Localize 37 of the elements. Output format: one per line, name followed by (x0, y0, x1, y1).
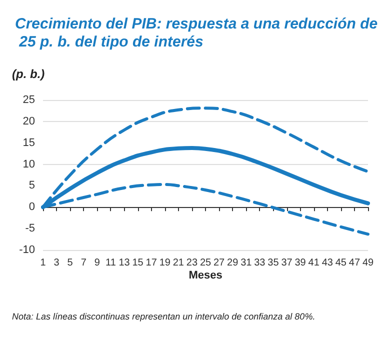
x-tick-label: 17 (146, 258, 158, 268)
x-tick-label: 35 (268, 258, 280, 268)
x-tick-label: 13 (118, 258, 130, 268)
x-tick-label: 21 (172, 258, 184, 268)
x-tick-label: 29 (227, 258, 239, 268)
x-tick-label: 25 (200, 258, 212, 268)
x-tick-label: 39 (294, 258, 306, 268)
y-tick-label: 5 (28, 180, 35, 192)
y-tick-label: 20 (22, 115, 35, 128)
y-tick-label: 25 (22, 94, 35, 106)
x-tick-label: 19 (159, 258, 171, 268)
x-tick-label: 49 (362, 258, 374, 268)
x-tick-label: 43 (322, 258, 334, 268)
x-tick-label: 33 (254, 258, 266, 268)
x-tick-label: 3 (54, 258, 60, 268)
x-tick-label: 37 (281, 258, 293, 268)
x-tick-label: 23 (186, 258, 198, 268)
chart-title: Crecimiento del PIB: respuesta a una reducción de 25 p. b. del tipo de interés (15, 16, 378, 50)
x-tick-label: 41 (308, 258, 320, 268)
x-tick-label: 1 (40, 258, 46, 268)
y-tick-label: -5 (25, 222, 35, 235)
x-tick-label: 27 (213, 258, 226, 268)
x-tick-label: 47 (348, 258, 360, 268)
x-tick-label: 7 (80, 258, 87, 268)
x-tick-label: 15 (132, 258, 144, 268)
x-tick-label: 45 (335, 258, 347, 268)
y-tick-label: 0 (28, 201, 35, 214)
y-tick-label: 10 (22, 158, 35, 170)
y-tick-label: -10 (19, 244, 35, 256)
x-tick-label: 9 (94, 258, 100, 268)
text: Nota: Las líneas discontinuas representan un intervalo de confianza al 80%. (12, 312, 316, 322)
x-tick-label: 31 (240, 258, 252, 268)
x-axis-title: Meses (188, 270, 222, 282)
x-tick-label: 5 (67, 258, 74, 268)
y-axis-title: (p. b.) (12, 67, 45, 81)
y-tick-label: 15 (22, 136, 35, 149)
x-tick-label: 11 (106, 258, 116, 268)
